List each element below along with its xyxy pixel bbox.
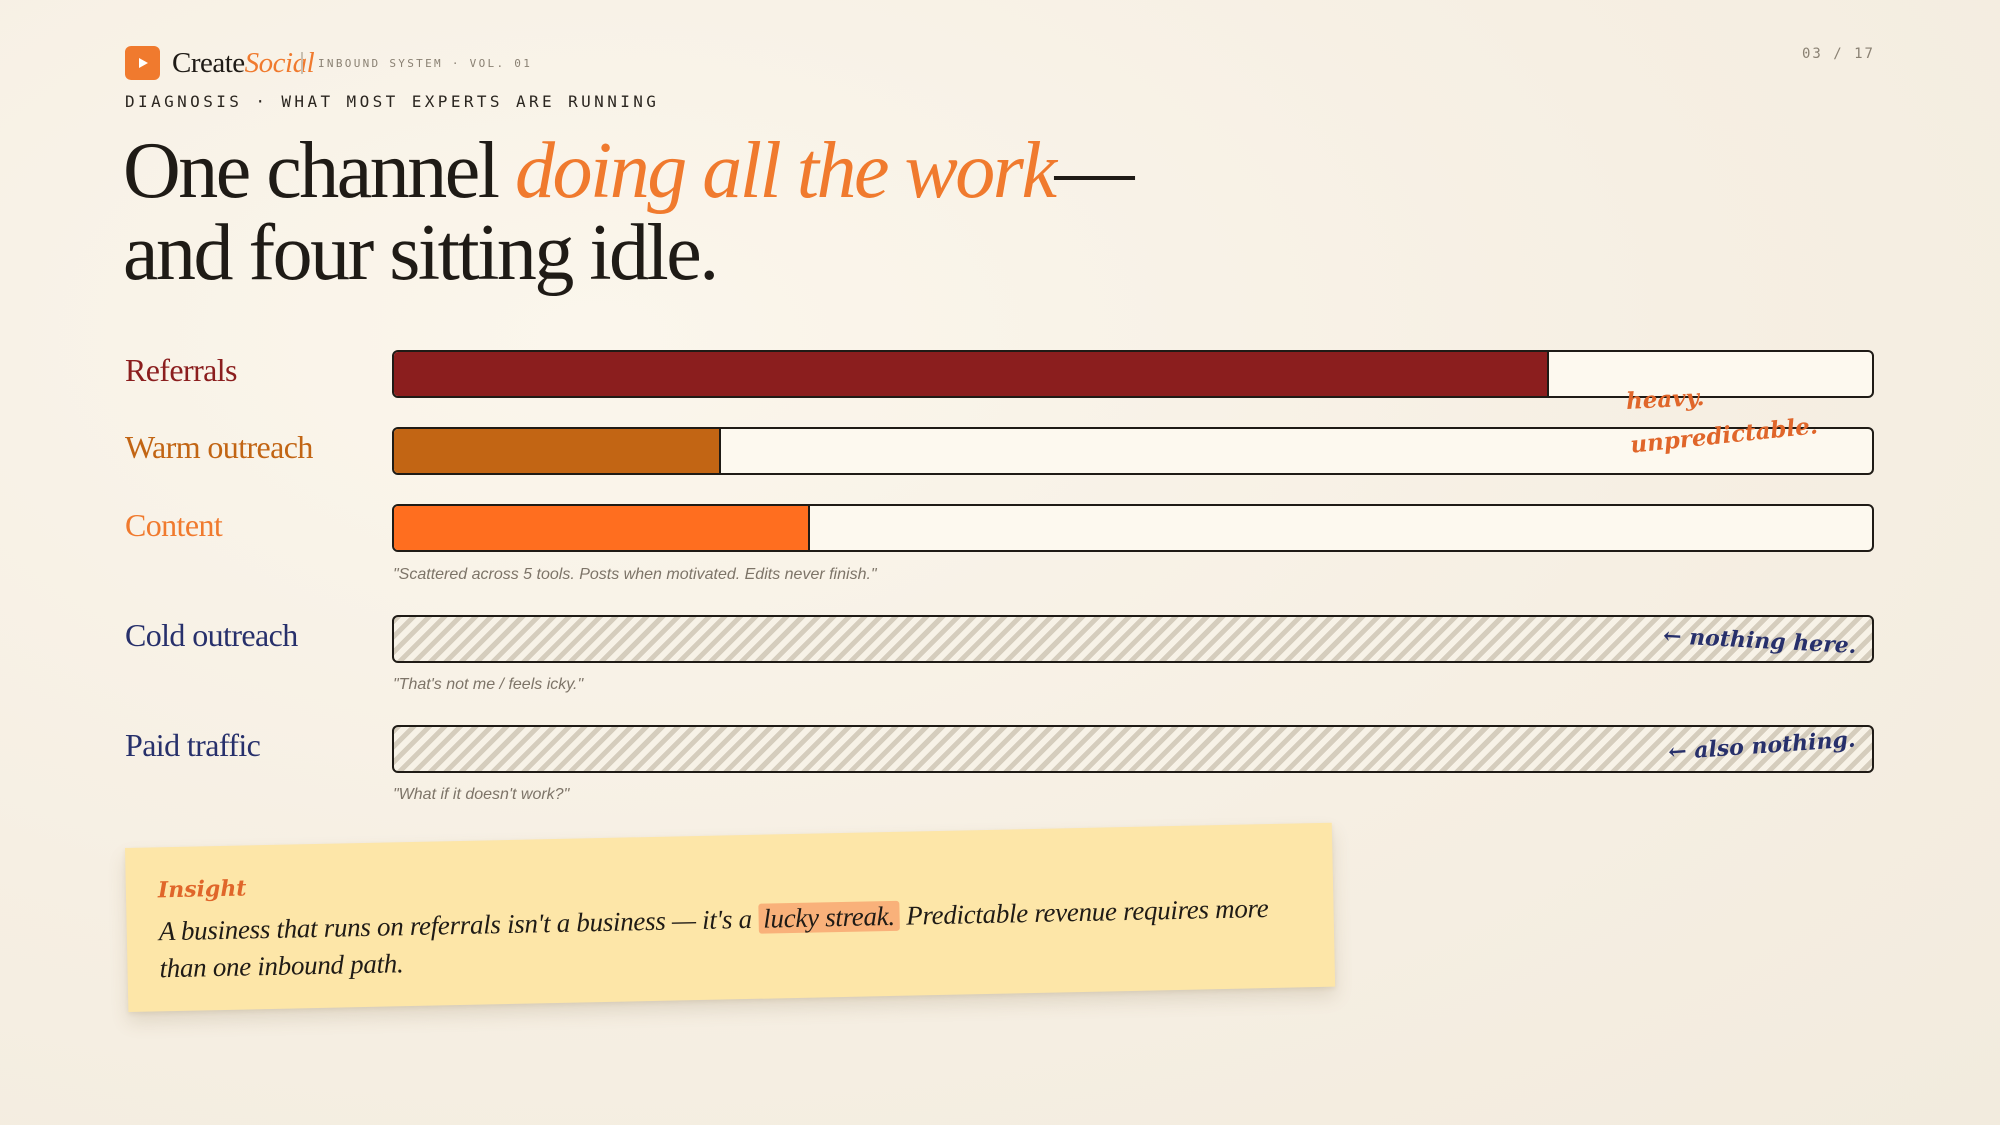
title-line2: and four sitting idle. (123, 209, 719, 297)
insight-title: Insight (157, 875, 247, 904)
channel-quote-content: "Scattered across 5 tools. Posts when mo… (393, 566, 877, 583)
channel-label-warm-outreach: Warm outreach (125, 429, 313, 465)
brand-name-part2: Social (244, 47, 315, 79)
insight-note: Insight A business that runs on referral… (125, 822, 1336, 1012)
brand-name-part1: Create (172, 47, 245, 79)
brand-logo (125, 46, 160, 80)
channel-bar-paid-traffic (392, 725, 1874, 773)
insight-highlight: lucky streak. (757, 900, 901, 934)
channel-fill-content (394, 506, 810, 550)
title-part1: One channel (123, 127, 516, 215)
channel-label-paid-traffic: Paid traffic (125, 727, 261, 763)
channel-bar-cold-outreach (392, 615, 1874, 663)
channel-label-content: Content (125, 507, 223, 543)
channel-label-cold-outreach: Cold outreach (125, 617, 298, 653)
channel-fill-warm-outreach (394, 429, 722, 473)
title-dash: — (1054, 127, 1134, 215)
play-icon (138, 58, 148, 68)
insight-text-before: A business that runs on referrals isn't … (158, 903, 759, 947)
channel-label-referrals: Referrals (125, 352, 237, 388)
brand-subtitle: INBOUND SYSTEM · VOL. 01 (318, 57, 533, 70)
page-counter: 03 / 17 (1801, 46, 1875, 62)
channel-bar-referrals (392, 350, 1874, 398)
channel-bar-warm-outreach (392, 427, 1874, 475)
title-accent: doing all the work (515, 127, 1057, 215)
channel-fill-referrals (394, 352, 1549, 396)
channel-bar-content (392, 504, 1874, 552)
brand-name: CreateSocial (172, 46, 315, 80)
section-kicker: DIAGNOSIS · WHAT MOST EXPERTS ARE RUNNIN… (125, 92, 660, 111)
channel-quote-paid-traffic: "What if it doesn't work?" (393, 786, 570, 803)
annotation-heavy: heavy. (1625, 383, 1706, 416)
channel-quote-cold-outreach: "That's not me / feels icky." (393, 676, 584, 693)
brand-divider (301, 52, 303, 74)
page-title: One channel doing all the work— and four… (123, 130, 1223, 294)
insight-text: A business that runs on referrals isn't … (158, 890, 1279, 987)
